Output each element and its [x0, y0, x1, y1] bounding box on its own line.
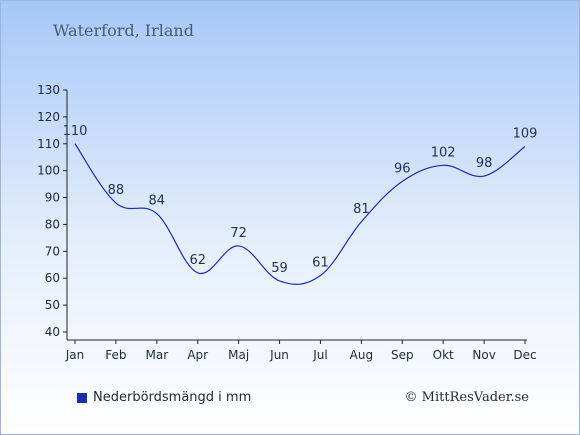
x-tick-label: Okt	[433, 348, 454, 362]
y-tick-label: 70	[45, 244, 60, 258]
y-tick-label: 60	[45, 271, 60, 285]
y-tick-label: 100	[37, 164, 60, 178]
data-label: 59	[271, 261, 288, 276]
y-tick-label: 40	[45, 325, 60, 339]
x-tick-label: Jul	[312, 348, 327, 362]
x-tick-label: Aug	[350, 348, 373, 362]
data-label: 61	[312, 256, 329, 271]
data-label: 98	[476, 156, 493, 171]
data-label: 72	[230, 226, 247, 241]
x-tick-label: Feb	[105, 348, 126, 362]
series-line	[74, 143, 526, 285]
legend-label: Nederbördsmängd i mm	[93, 390, 252, 405]
plot-area: 110 88 84 62 72 59 61 81 96 102 98 109	[63, 124, 538, 285]
x-tick-label: Jun	[269, 348, 289, 362]
x-tick-label: Sep	[391, 348, 414, 362]
data-label: 81	[353, 202, 370, 217]
legend: Nederbördsmängd i mm	[77, 390, 251, 405]
x-tick-label: Jan	[65, 348, 85, 362]
x-tick-label: Maj	[228, 348, 249, 362]
data-label: 62	[189, 253, 206, 268]
data-label: 96	[394, 161, 411, 176]
y-tick-label: 50	[45, 298, 60, 312]
x-tick-label: Apr	[187, 348, 208, 362]
y-tick-label: 130	[37, 83, 60, 97]
legend-swatch	[77, 392, 87, 403]
credit-text: © MittResVader.se	[404, 390, 529, 405]
y-tick-label: 80	[45, 217, 60, 231]
chart-title: Waterford, Irland	[53, 21, 194, 40]
data-label: 84	[149, 194, 166, 209]
data-label: 110	[63, 124, 88, 139]
x-tick-label: Dec	[513, 348, 536, 362]
data-label: 109	[513, 126, 538, 141]
y-tick-label: 120	[37, 110, 60, 124]
y-tick-label: 110	[37, 137, 60, 151]
x-tick-label: Mar	[145, 348, 168, 362]
y-tick-label: 90	[45, 191, 60, 205]
data-label: 88	[108, 183, 125, 198]
data-label: 102	[431, 145, 456, 160]
x-tick-label: Nov	[472, 348, 495, 362]
